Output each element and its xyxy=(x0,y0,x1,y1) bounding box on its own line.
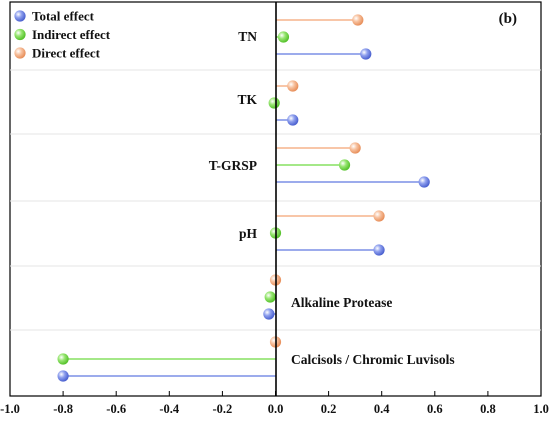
point-direct-effect xyxy=(287,80,299,92)
panel-label: (b) xyxy=(499,11,517,27)
point-indirect-effect xyxy=(277,31,290,43)
point-total-effect xyxy=(360,48,372,60)
point-indirect-effect xyxy=(57,353,69,365)
category-label: pH xyxy=(239,226,258,241)
chart-marks: TN TK T-GRSP pH Alkaline Protease Calcisols /… xyxy=(57,14,455,382)
x-tick-label: 0.6 xyxy=(427,402,443,416)
point-total-effect xyxy=(57,370,69,382)
point-total-effect xyxy=(418,176,430,188)
point-total-effect xyxy=(263,308,275,320)
point-indirect-effect xyxy=(268,97,280,109)
category-label: TN xyxy=(238,29,257,44)
point-total-effect xyxy=(287,114,299,126)
x-tick-label: -0.4 xyxy=(159,402,180,416)
category-label: Alkaline Protease xyxy=(291,295,392,310)
x-axis: -1.0 -0.8 -0.6 -0.4 -0.2 0.0 0.2 0.4 0.6 0.8 1.0 xyxy=(0,391,549,416)
x-tick-label: 0.0 xyxy=(268,402,284,416)
x-tick-label: -0.8 xyxy=(53,402,73,416)
category-label: Calcisols / Chromic Luvisols xyxy=(291,352,455,367)
point-indirect-effect xyxy=(264,291,276,303)
point-indirect-effect xyxy=(338,159,351,171)
category-label: TK xyxy=(237,92,257,107)
legend-marker xyxy=(14,10,26,22)
point-total-effect xyxy=(373,244,385,256)
x-tick-label: -1.0 xyxy=(0,402,20,416)
x-tick-label: -0.2 xyxy=(213,402,233,416)
legend: Total effect Indirect effect Direct effect xyxy=(14,9,111,61)
x-tick-label: 0.8 xyxy=(480,402,496,416)
legend-marker xyxy=(14,28,26,41)
legend-label: Indirect effect xyxy=(32,27,111,42)
legend-label: Direct effect xyxy=(32,46,101,61)
x-tick-label: 1.0 xyxy=(533,402,549,416)
x-tick-label: -0.6 xyxy=(106,402,126,416)
category-label: T-GRSP xyxy=(209,158,257,173)
point-direct-effect xyxy=(352,14,364,26)
x-tick-label: 0.2 xyxy=(321,402,337,416)
point-direct-effect xyxy=(373,210,385,222)
legend-label: Total effect xyxy=(32,9,95,24)
legend-marker xyxy=(14,47,26,59)
x-tick-label: 0.4 xyxy=(374,402,390,416)
point-direct-effect xyxy=(349,142,361,154)
